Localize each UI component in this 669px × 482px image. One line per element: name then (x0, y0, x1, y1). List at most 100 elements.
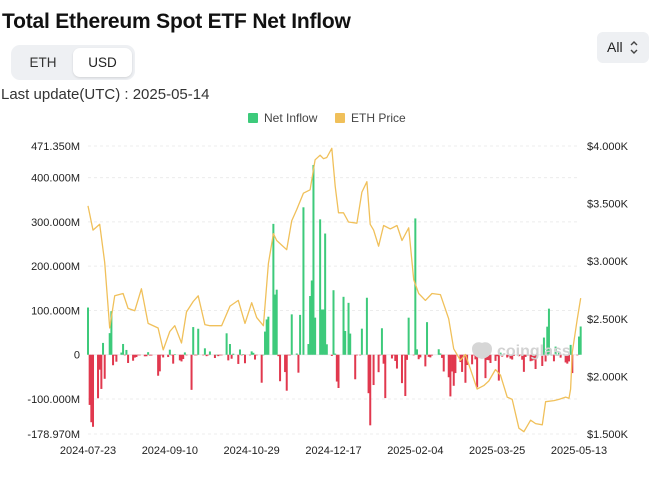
net-inflow-bar (232, 353, 235, 355)
net-inflow-bar (337, 354, 340, 389)
page-title: Total Ethereum Spot ETF Net Inflow (2, 10, 351, 33)
net-inflow-bar (542, 337, 545, 355)
net-inflow-bar (255, 354, 258, 356)
net-inflow-bar (123, 354, 126, 356)
y-left-tick-label: 471.350M (31, 141, 80, 153)
net-inflow-bar (394, 354, 397, 361)
legend-item-eth-price[interactable]: ETH Price (335, 111, 406, 125)
legend-item-net-inflow[interactable]: Net Inflow (248, 111, 317, 125)
net-inflow-bar (312, 164, 315, 355)
net-inflow-bar (472, 354, 475, 356)
net-inflow-bar (447, 354, 450, 378)
net-inflow-bar (566, 354, 569, 364)
net-inflow-bar (355, 354, 358, 356)
net-inflow-bar (359, 354, 362, 356)
net-inflow-bar (260, 354, 263, 383)
net-inflow-bar (215, 354, 218, 356)
unit-option-usd[interactable]: USD (73, 48, 132, 77)
net-inflow-bar (532, 354, 535, 361)
net-inflow-bar (414, 218, 417, 355)
net-inflow-bar (431, 354, 434, 356)
net-inflow-bar (400, 354, 403, 384)
net-inflow-bar (182, 354, 185, 360)
net-inflow-bar (148, 354, 151, 356)
net-inflow-bar (320, 309, 323, 355)
net-inflow-bar (451, 354, 454, 372)
net-inflow-bar (192, 327, 195, 355)
net-inflow-bar (556, 354, 559, 356)
y-right-tick-label: $1.500K (587, 429, 629, 441)
net-inflow-bar (240, 354, 243, 356)
net-inflow-bar (227, 354, 230, 361)
y-right-tick-label: $2.000K (587, 371, 629, 383)
net-inflow-bar (330, 354, 333, 356)
net-inflow-bar (522, 354, 525, 372)
net-inflow-bar (404, 354, 407, 397)
net-inflow-bar (274, 294, 277, 355)
net-inflow-bar (521, 354, 524, 360)
net-inflow-bar (272, 223, 275, 355)
coinglass-logo-icon (472, 342, 492, 359)
eth-price-line (87, 147, 582, 433)
net-inflow-bar (349, 333, 352, 355)
net-inflow-bar (264, 331, 267, 355)
net-inflow-bar (392, 354, 395, 356)
net-inflow-bar (344, 331, 347, 355)
net-inflow-bar (384, 354, 387, 399)
net-inflow-bar (557, 351, 560, 355)
net-inflow-bar (250, 351, 253, 355)
net-inflow-bar (183, 352, 186, 355)
net-inflow-bar (367, 354, 370, 394)
net-inflow-bar (237, 354, 240, 364)
net-inflow-bars (87, 164, 582, 427)
net-inflow-bar (185, 354, 188, 356)
net-inflow-bar (578, 336, 580, 355)
net-inflow-bar (252, 352, 255, 355)
net-inflow-bar (569, 344, 572, 355)
net-inflow-bar (354, 354, 357, 380)
net-inflow-bar (442, 354, 445, 372)
net-inflow-bar (567, 354, 570, 362)
net-inflow-bar (487, 354, 490, 361)
net-inflow-bar (157, 354, 160, 376)
net-inflow-bar (103, 354, 106, 379)
net-inflow-bar (277, 354, 280, 357)
net-inflow-bar (267, 316, 270, 355)
legend-label-net-inflow: Net Inflow (264, 111, 318, 125)
net-inflow-bar (494, 354, 497, 361)
net-inflow-bar (190, 354, 193, 390)
net-inflow-bar (243, 354, 246, 364)
net-inflow-bar (552, 354, 555, 362)
chevron-up-down-icon (629, 32, 639, 66)
net-inflow-bar (120, 352, 123, 355)
y-left-tick-label: 100.000M (31, 305, 80, 317)
net-inflow-bar (441, 354, 444, 358)
unit-option-eth[interactable]: ETH (29, 55, 57, 70)
net-inflow-bar (195, 354, 198, 356)
net-inflow-bar (203, 348, 206, 355)
net-inflow-bar (402, 354, 405, 356)
net-inflow-bar (248, 354, 251, 356)
net-inflow-bar (162, 354, 165, 358)
net-inflow-bar (417, 354, 420, 360)
net-inflow-bar (173, 354, 176, 355)
net-inflow-bar (324, 233, 327, 355)
net-inflow-bar (207, 354, 210, 356)
net-inflow-bar (208, 351, 211, 355)
net-inflow-bar (377, 354, 380, 373)
net-inflow-bar (395, 354, 398, 369)
watermark-text: coinglass (497, 343, 571, 360)
axes: 471.350M 400.000M 300.000M 200.000M 100.000M… (27, 141, 628, 457)
range-select[interactable]: All (597, 32, 649, 63)
net-inflow-bar (426, 322, 429, 355)
net-inflow-bar (310, 280, 313, 355)
net-inflow-bar (335, 354, 338, 382)
net-inflow-bar (347, 302, 350, 355)
x-tick-label: 2025-03-25 (469, 445, 525, 457)
net-inflow-bar (254, 354, 257, 360)
net-inflow-bar (170, 354, 173, 356)
net-inflow-bar (295, 353, 298, 355)
net-inflow-bar (325, 344, 328, 355)
net-inflow-bar (564, 354, 567, 363)
